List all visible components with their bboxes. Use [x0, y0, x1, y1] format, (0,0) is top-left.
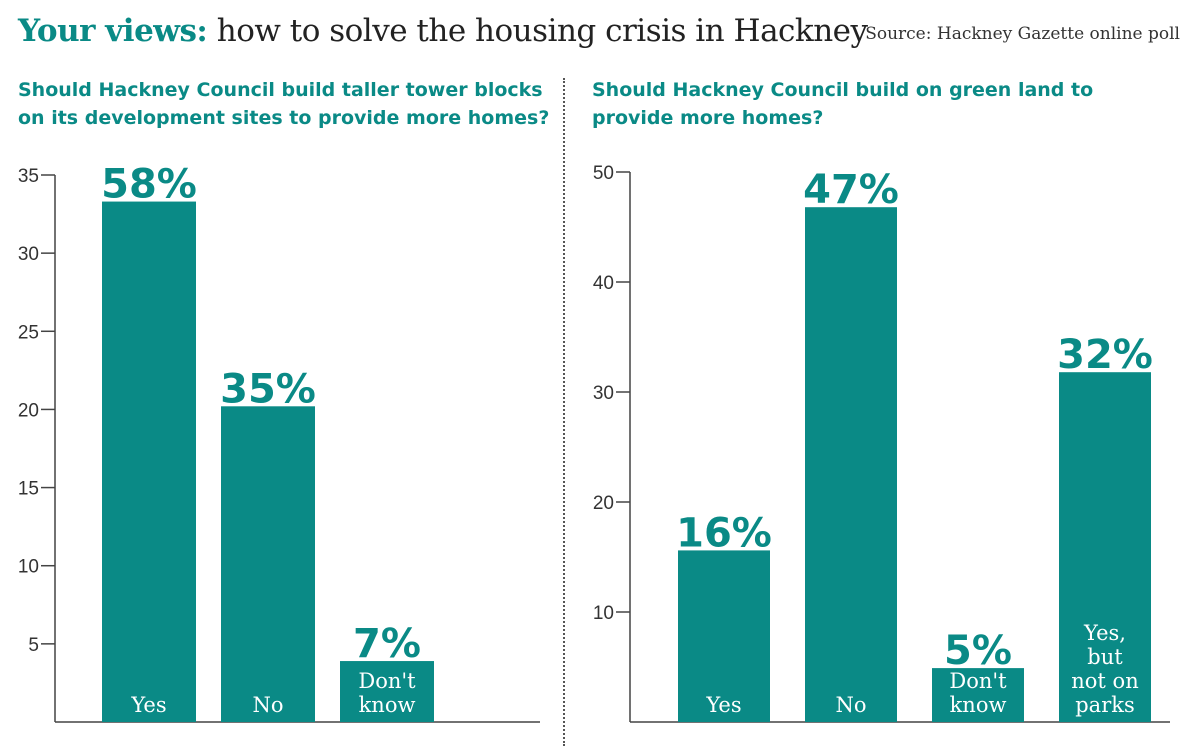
chart-1-tick-label: 30 — [18, 244, 39, 265]
chart-2-bar — [805, 207, 897, 722]
chart-2-category-label: but — [1087, 645, 1123, 669]
title-lead: Your views: — [18, 13, 208, 49]
chart-1-bar — [221, 406, 315, 722]
chart-2-tick-label: 30 — [593, 383, 614, 404]
chart-2-data-label: 32% — [1057, 332, 1153, 378]
chart-2-category-label: Yes, — [1083, 621, 1126, 645]
title-rest: how to solve the housing crisis in Hackn… — [216, 13, 868, 49]
chart-1-data-label: 35% — [220, 366, 316, 412]
chart-2-question: Should Hackney Council build on green la… — [592, 79, 1094, 129]
chart-2-category-label: not on — [1071, 669, 1138, 693]
chart-1-tick-label: 25 — [18, 322, 39, 343]
chart-2-data-label: 47% — [803, 167, 899, 213]
chart-1-tick-label: 15 — [18, 479, 39, 500]
chart-1-tick-label: 5 — [28, 635, 39, 656]
chart-2-category-label: parks — [1075, 693, 1135, 717]
chart-1-question: Should Hackney Council build taller towe… — [18, 79, 550, 129]
chart-2-category-label: Yes — [705, 693, 741, 717]
chart-2-tick-label: 40 — [593, 273, 614, 294]
chart-1-category-label: know — [359, 693, 416, 717]
chart-1-category-label: Yes — [130, 693, 166, 717]
chart-2-tick-label: 20 — [593, 493, 614, 514]
chart-2-data-label: 5% — [944, 628, 1012, 674]
chart-1-bar — [102, 201, 196, 722]
chart-2-bar — [932, 668, 1024, 722]
chart-2-category-label: know — [950, 693, 1007, 717]
chart-2-tick-label: 50 — [593, 163, 614, 184]
page-title: Your views: how to solve the housing cri… — [18, 8, 868, 54]
chart-2-bar — [678, 550, 770, 722]
chart-1-category-label: No — [252, 693, 283, 717]
chart-2-category-label: Don't — [949, 669, 1007, 693]
chart-2-tick-label: 10 — [593, 603, 614, 624]
chart-2-data-label: 16% — [676, 510, 772, 556]
chart-1-category-label: Don't — [358, 669, 416, 693]
chart-1-data-label: 7% — [353, 621, 421, 667]
chart-1-bar — [340, 661, 434, 722]
chart-1-tick-label: 35 — [18, 166, 39, 187]
chart-2-bar — [1059, 372, 1151, 722]
chart-1-tick-label: 10 — [18, 557, 39, 578]
chart-1-tick-label: 20 — [18, 400, 39, 421]
panel-divider — [563, 78, 565, 746]
source-note: Source: Hackney Gazette online poll — [865, 24, 1180, 44]
chart-2-category-label: No — [835, 693, 866, 717]
chart-1-data-label: 58% — [101, 162, 197, 208]
